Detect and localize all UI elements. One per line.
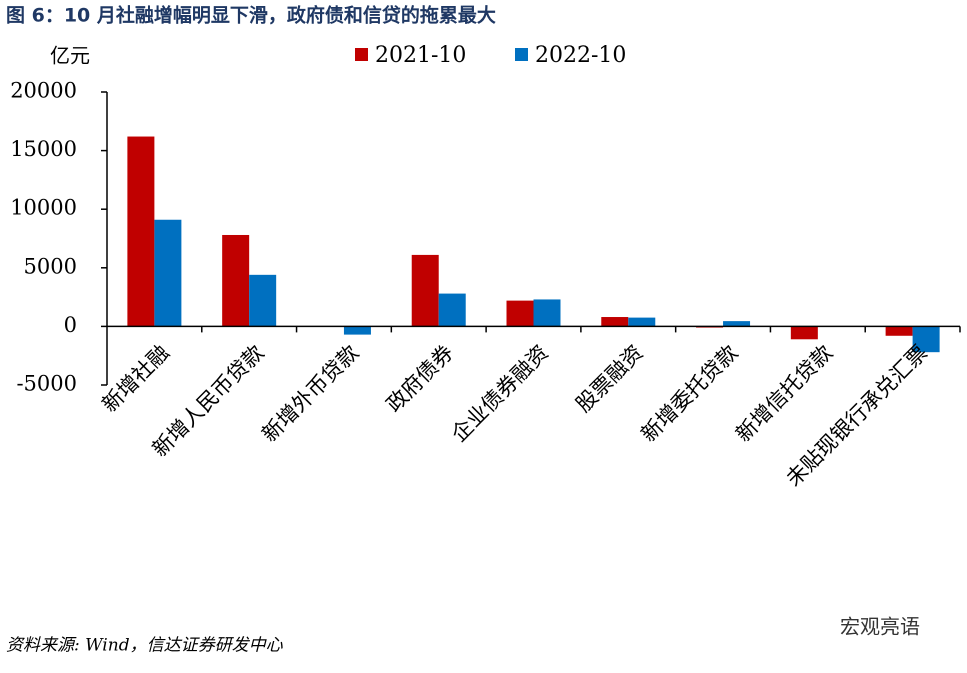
bar xyxy=(790,326,818,340)
x-tick-label: 企业债券融资 xyxy=(447,340,553,446)
bar xyxy=(912,326,940,353)
watermark: 宏观亮语 xyxy=(840,615,920,639)
bar xyxy=(154,219,182,327)
y-tick-label: 15000 xyxy=(10,137,77,161)
legend-label: 2021-10 xyxy=(375,43,466,68)
bar xyxy=(438,293,466,327)
legend-swatch xyxy=(515,48,528,61)
bar xyxy=(249,274,277,327)
x-tick-label: 新增社融 xyxy=(97,340,173,416)
legend-swatch xyxy=(355,48,368,61)
bar xyxy=(885,326,913,336)
bar xyxy=(723,321,751,327)
bar xyxy=(222,234,250,327)
x-tick-label: 政府债券 xyxy=(382,340,458,416)
bar xyxy=(411,254,439,327)
chart-title: 图 6：10 月社融增幅明显下滑，政府债和信贷的拖累最大 xyxy=(6,4,496,27)
legend-label: 2022-10 xyxy=(535,43,626,68)
y-tick-label: 0 xyxy=(64,313,77,337)
x-tick-label: 新增外币贷款 xyxy=(257,340,363,446)
bar xyxy=(127,136,155,327)
y-tick-label: 5000 xyxy=(24,254,77,278)
source-note: 资料来源: Wind，信达证券研发中心 xyxy=(6,636,284,656)
x-tick-label: 新增委托贷款 xyxy=(636,340,742,446)
bar xyxy=(506,300,534,327)
x-tick-label: 股票融资 xyxy=(571,340,647,416)
y-tick-label: 10000 xyxy=(10,196,77,220)
bar xyxy=(343,326,371,335)
y-tick-label: -5000 xyxy=(16,372,77,396)
x-tick-label: 新增信托贷款 xyxy=(731,340,837,446)
bar xyxy=(628,317,656,327)
y-tick-label: 20000 xyxy=(10,79,77,103)
bar xyxy=(601,317,629,327)
y-axis-label: 亿元 xyxy=(50,44,90,68)
bar xyxy=(533,299,561,327)
